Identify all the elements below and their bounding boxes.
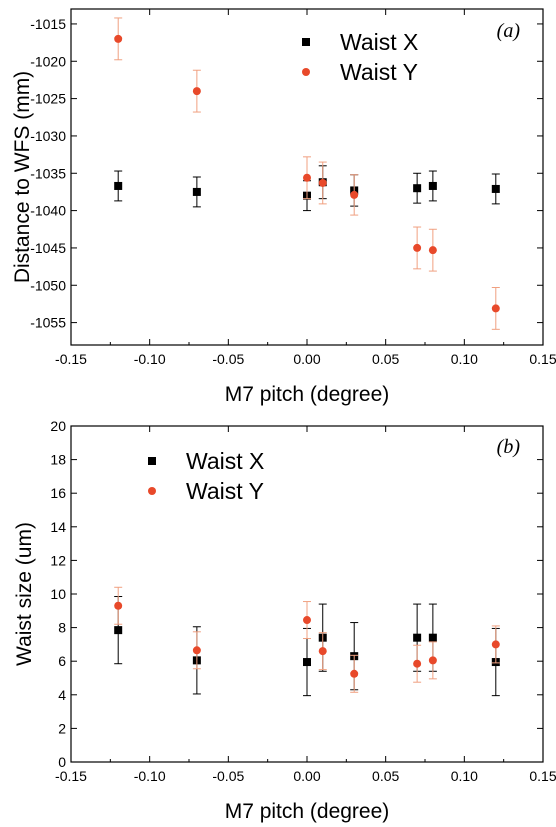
y-tick-label-a: -1055 xyxy=(30,315,66,331)
y-tick-label-b: 4 xyxy=(58,687,66,703)
data-point-waist-y xyxy=(192,87,201,96)
x-tick-label-b: 0.10 xyxy=(451,768,478,784)
x-tick-label-b: 0.05 xyxy=(372,768,399,784)
legend-label: Waist Y xyxy=(186,478,264,504)
y-tick-label-a: -1020 xyxy=(30,53,66,69)
legend-marker-circle xyxy=(148,487,156,495)
panel-b: -0.15 -0.10 -0.05 0.00 0.05 0.10 0.15 0 2 4 6 8 10 12… xyxy=(13,418,556,823)
y-tick-label-b: 8 xyxy=(58,620,66,636)
y-tick-label-a: -1045 xyxy=(30,240,66,256)
x-tick-label-a: 0.00 xyxy=(293,351,320,367)
data-point-waist-y xyxy=(413,243,422,252)
y-tick-label-b: 10 xyxy=(50,586,66,602)
data-point-waist-y xyxy=(114,601,123,610)
panel-label-a: (a) xyxy=(497,20,521,42)
y-tick-label-a: -1030 xyxy=(30,128,66,144)
data-point-waist-y xyxy=(318,647,327,656)
y-tick-label-b: 0 xyxy=(58,754,66,770)
data-point-waist-x xyxy=(303,658,311,667)
legend-label: Waist X xyxy=(340,29,418,55)
y-tick-label-a: -1050 xyxy=(30,277,66,293)
x-tick-label-b: -0.15 xyxy=(55,768,87,784)
data-point-waist-y xyxy=(318,178,327,187)
marks-b xyxy=(114,586,500,697)
legend-label: Waist Y xyxy=(340,59,418,85)
x-tick-label-a: 0.05 xyxy=(372,351,399,367)
legend-label: Waist X xyxy=(186,448,264,474)
legend-marker-circle xyxy=(302,68,310,76)
y-tick-label-b: 14 xyxy=(50,519,66,535)
legend-a: Waist X Waist Y xyxy=(302,29,418,85)
data-point-waist-y xyxy=(192,646,201,655)
data-point-waist-x xyxy=(428,633,437,642)
data-point-waist-x xyxy=(428,181,437,190)
x-tick-label-a: 0.15 xyxy=(529,351,556,367)
data-point-waist-y xyxy=(413,659,422,668)
x-tick-label-b: -0.05 xyxy=(212,768,244,784)
x-axis-title-b: M7 pitch (degree) xyxy=(225,800,390,823)
data-point-waist-y xyxy=(491,640,500,649)
y-tick-label-b: 2 xyxy=(58,720,66,736)
data-point-waist-y xyxy=(303,173,311,182)
data-point-waist-y xyxy=(350,190,359,199)
data-point-waist-x xyxy=(413,184,422,193)
x-axis-title-a: M7 pitch (degree) xyxy=(225,383,390,406)
ticks-a: -0.15 -0.10 -0.05 0.00 0.05 0.10 0.15 -1015 -102… xyxy=(30,9,556,367)
x-tick-label-a: 0.10 xyxy=(451,351,478,367)
plot-area-b xyxy=(70,425,544,763)
x-tick-label-a: -0.05 xyxy=(212,351,244,367)
data-point-waist-x xyxy=(413,633,422,642)
panel-label-b: (b) xyxy=(497,436,521,458)
data-point-waist-y xyxy=(350,669,359,678)
data-point-waist-x xyxy=(114,626,123,635)
data-point-waist-x xyxy=(491,184,500,193)
legend-marker-square xyxy=(302,38,310,46)
y-tick-label-a: -1035 xyxy=(30,165,66,181)
data-point-waist-x xyxy=(192,187,201,196)
y-tick-label-b: 20 xyxy=(50,418,66,434)
legend-marker-square xyxy=(148,457,156,465)
y-tick-label-b: 6 xyxy=(58,653,66,669)
x-tick-label-a: -0.15 xyxy=(55,351,87,367)
y-axis-title-b: Waist size (um) xyxy=(13,522,36,666)
data-point-waist-y xyxy=(428,656,437,665)
data-point-waist-x xyxy=(114,181,123,190)
ticks-b: -0.15 -0.10 -0.05 0.00 0.05 0.10 0.15 0 2 4 6 8 10 12… xyxy=(50,418,556,784)
y-tick-label-b: 12 xyxy=(50,552,66,568)
x-tick-label-b: -0.10 xyxy=(134,768,166,784)
x-tick-label-b: 0.00 xyxy=(293,768,320,784)
y-tick-label-b: 18 xyxy=(50,452,66,468)
data-point-waist-y xyxy=(491,304,500,313)
legend-b: Waist X Waist Y xyxy=(148,448,264,504)
marks-a xyxy=(114,17,500,330)
data-point-waist-y xyxy=(428,246,437,255)
x-tick-label-a: -0.10 xyxy=(134,351,166,367)
x-tick-label-b: 0.15 xyxy=(529,768,556,784)
panel-a: -0.15 -0.10 -0.05 0.00 0.05 0.10 0.15 -1015 -102… xyxy=(11,8,556,406)
y-tick-label-b: 16 xyxy=(50,485,66,501)
y-tick-label-a: -1025 xyxy=(30,91,66,107)
data-point-waist-y xyxy=(114,34,123,43)
data-point-waist-y xyxy=(303,616,311,625)
y-tick-label-a: -1040 xyxy=(30,203,66,219)
y-tick-label-a: -1015 xyxy=(30,16,66,32)
y-axis-title-a: Distance to WFS (mm) xyxy=(11,71,34,283)
